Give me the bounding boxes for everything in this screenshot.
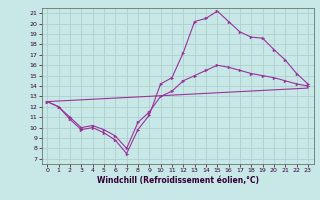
X-axis label: Windchill (Refroidissement éolien,°C): Windchill (Refroidissement éolien,°C) [97,176,259,185]
